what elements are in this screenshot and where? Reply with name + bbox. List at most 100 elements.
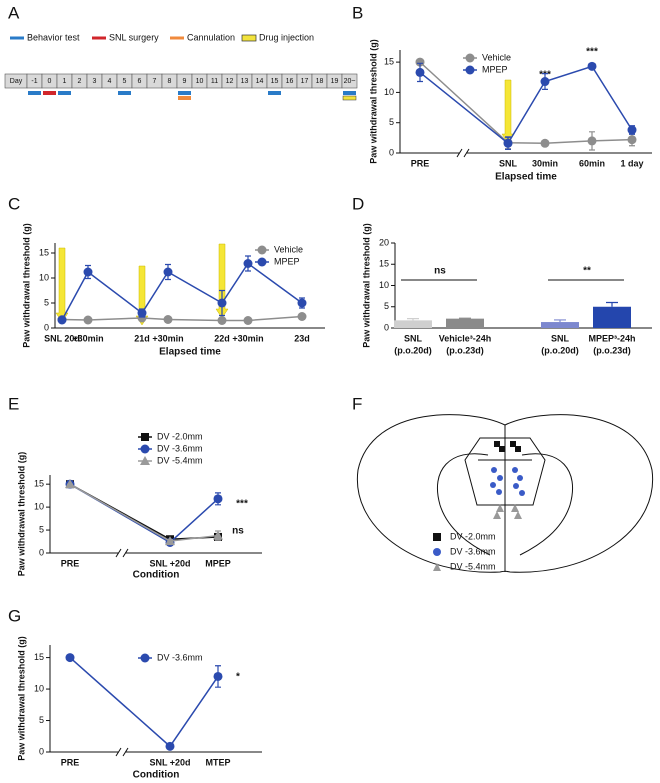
axis-break	[115, 548, 129, 558]
x-tick-label: 1 day	[620, 158, 643, 168]
dot-square	[494, 441, 500, 447]
marker	[83, 267, 93, 277]
legend-label: DV -3.6mm	[157, 652, 203, 662]
day-label: 6	[138, 78, 142, 85]
x-tick-sublabel: (p.o.20d)	[541, 345, 579, 355]
y-tick-label: 15	[384, 56, 394, 66]
event-marker	[28, 91, 41, 95]
ventricle-left	[436, 453, 491, 556]
day-label: 9	[183, 78, 187, 85]
error-bar	[407, 318, 419, 321]
dot-square	[515, 446, 521, 452]
x-axis-title: Condition	[133, 570, 180, 581]
marker	[217, 298, 227, 308]
series-line	[61, 315, 303, 322]
x-tick-label: 21d	[134, 333, 150, 343]
series-line	[419, 61, 633, 145]
y-tick-label: 5	[44, 297, 49, 307]
y-tick-label: 15	[34, 479, 44, 489]
x-tick-label: 22d	[214, 333, 230, 343]
marker	[213, 530, 223, 540]
series-line	[69, 657, 219, 748]
day-label: 19	[331, 78, 339, 85]
legend-marker	[170, 36, 184, 40]
marker	[83, 315, 93, 325]
marker	[587, 61, 597, 71]
event-marker	[178, 96, 191, 100]
legend-circle	[433, 548, 441, 556]
day-label: Day	[10, 78, 23, 85]
y-tick-label: 15	[39, 247, 49, 257]
legend-label: DV -2.0mm	[450, 531, 496, 541]
legend-label: MPEP	[274, 256, 300, 266]
legend-label: DV -5.4mm	[157, 455, 203, 465]
axis-break	[115, 747, 129, 757]
day-label: 3	[93, 78, 97, 85]
day-label: 12	[226, 78, 234, 85]
y-tick-label: 15	[34, 652, 44, 662]
dot-circle	[517, 475, 523, 481]
x-tick-label: SNL +20d	[149, 558, 190, 568]
panel-label: D	[352, 194, 364, 213]
dot-circle	[491, 467, 497, 473]
series-line	[69, 483, 219, 540]
marker	[213, 494, 223, 504]
y-tick-label: 10	[379, 280, 389, 290]
y-tick-label: 0	[389, 147, 394, 157]
dot-square	[499, 446, 505, 452]
marker	[165, 536, 175, 546]
y-tick-label: 20	[379, 237, 389, 247]
legend-label: Vehicle	[274, 244, 303, 254]
marker	[243, 259, 253, 268]
y-tick-label: 10	[384, 87, 394, 97]
event-marker	[43, 91, 56, 95]
legend-label: Vehicle	[482, 52, 511, 62]
legend-label: DV -5.4mm	[450, 561, 496, 571]
x-tick-label: +30min	[232, 333, 263, 343]
marker	[165, 741, 175, 751]
day-label: 18	[316, 78, 324, 85]
day-label: 4	[108, 78, 112, 85]
y-axis-title: Paw withdrawal threshold (g)	[16, 636, 26, 761]
marker	[243, 316, 253, 325]
day-cell	[341, 73, 358, 89]
region-lines	[464, 437, 546, 506]
annotation: **	[583, 266, 591, 277]
marker	[140, 653, 150, 663]
x-axis-title: Elapsed time	[159, 347, 221, 358]
event-marker	[178, 91, 191, 95]
day-label: 11	[211, 78, 218, 85]
y-axis-title: Paw withdrawal threshold (g)	[21, 223, 31, 348]
legend-label: MPEP	[482, 64, 508, 74]
legend-marker	[241, 34, 257, 42]
y-tick-label: 0	[39, 547, 44, 557]
y-tick-label: 10	[34, 683, 44, 693]
x-tick-label: 30min	[532, 158, 558, 168]
legend-label: DV -3.6mm	[157, 443, 203, 453]
bar	[394, 320, 432, 328]
x-tick-label: 60min	[579, 158, 605, 168]
marker	[540, 77, 550, 87]
annotation: ns	[232, 526, 244, 537]
y-tick-label: 15	[379, 259, 389, 269]
marker	[627, 125, 637, 135]
panel-label: B	[352, 3, 363, 22]
marker	[140, 444, 150, 454]
arrow	[501, 79, 515, 144]
event-marker	[343, 91, 356, 95]
marker	[627, 135, 637, 145]
day-label: 14	[256, 78, 264, 85]
legend-marker	[92, 36, 106, 40]
y-tick-label: 10	[39, 272, 49, 282]
legend-label: SNL surgery	[109, 32, 159, 42]
marker	[137, 308, 147, 318]
error-bar	[554, 319, 566, 323]
ventricle-right	[519, 453, 574, 556]
legend-label: Cannulation	[187, 32, 235, 42]
day-label: 20~	[344, 78, 356, 85]
marker	[163, 267, 173, 277]
marker	[65, 653, 75, 663]
panel-label: F	[352, 394, 362, 413]
dot-triangle	[493, 504, 522, 519]
y-tick-label: 5	[389, 117, 394, 127]
